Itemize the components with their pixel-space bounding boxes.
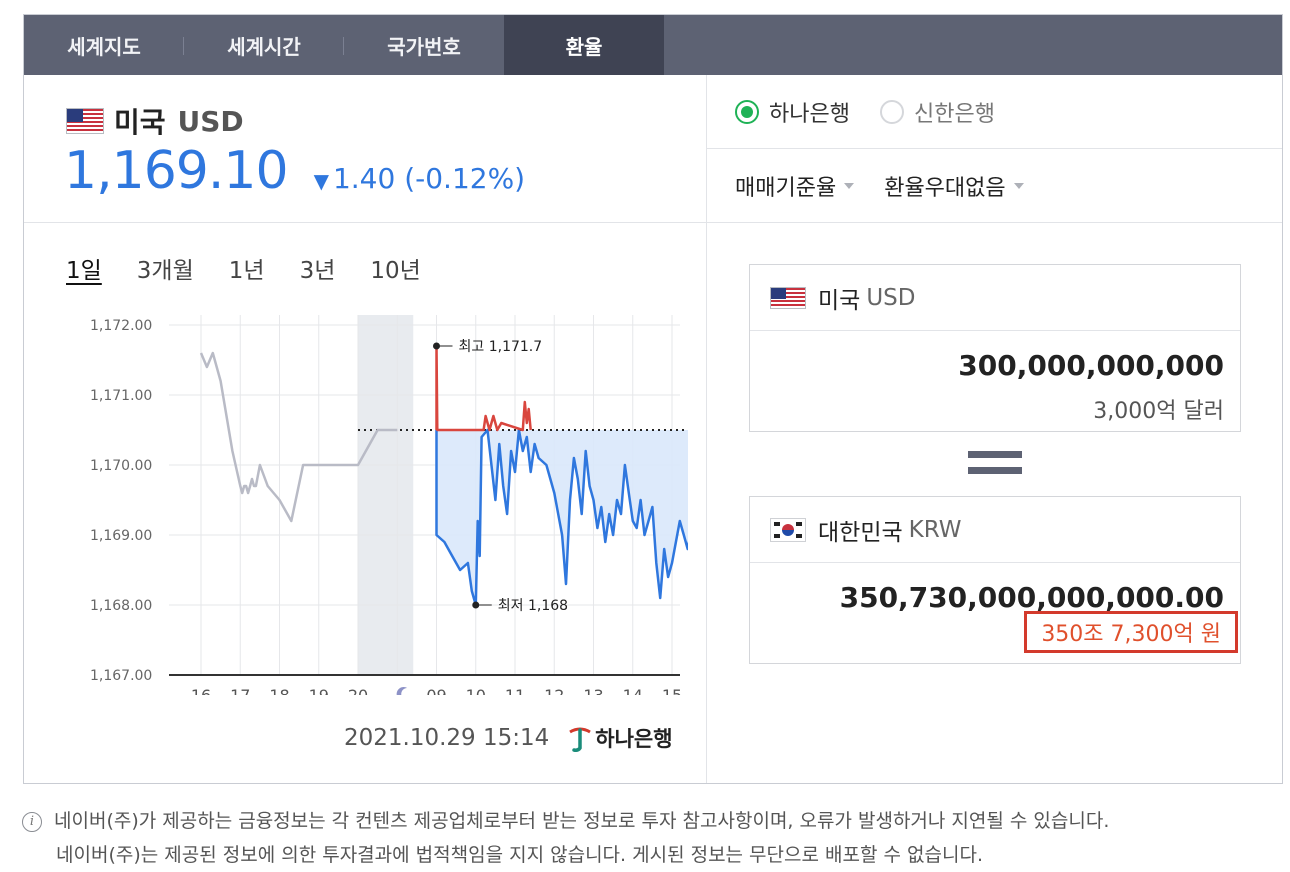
disclaimer: i 네이버(주)가 제공하는 금융정보는 각 컨텐츠 제공업체로부터 받는 정보로… bbox=[22, 804, 1282, 872]
y-tick-label: 1,167.00 bbox=[90, 668, 152, 684]
disclaimer-line-2: 네이버(주)는 제공된 정보에 의한 투자결과에 법적책임을 지지 않습니다. … bbox=[56, 844, 983, 866]
currency-title: 미국 USD bbox=[66, 101, 244, 141]
period-10y[interactable]: 10년 bbox=[370, 258, 421, 284]
chevron-down-icon bbox=[1013, 182, 1024, 189]
to-amount: 350,730,000,000,000.00 bbox=[839, 581, 1224, 614]
x-tick-label: 10 bbox=[466, 686, 486, 695]
to-currency-select[interactable]: 대한민국 KRW bbox=[750, 497, 1240, 563]
tab-exchange-rate[interactable]: 환율 bbox=[504, 15, 664, 75]
chart-timestamp: 2021.10.29 15:14 bbox=[344, 725, 550, 751]
x-tick-label: 18 bbox=[269, 686, 289, 695]
radio-label: 하나은행 bbox=[769, 101, 850, 127]
to-country: 대한민국 bbox=[818, 519, 903, 546]
x-tick-label: 20 bbox=[348, 686, 368, 695]
rate-type-dropdown[interactable]: 매매기준율 bbox=[735, 170, 855, 202]
currency-code: USD bbox=[177, 104, 244, 138]
low-label: 최저 1,168 bbox=[498, 598, 568, 614]
preferential-rate-dropdown[interactable]: 환율우대없음 bbox=[884, 170, 1024, 202]
y-tick-label: 1,168.00 bbox=[90, 598, 152, 614]
to-currency-box[interactable]: 대한민국 KRW 350,730,000,000,000.00 350조 7,3… bbox=[749, 496, 1241, 664]
x-tick-label: 16 bbox=[191, 686, 211, 695]
info-icon: i bbox=[22, 811, 42, 832]
radio-unchecked-icon bbox=[879, 99, 904, 124]
x-tick-label: 14 bbox=[623, 686, 643, 695]
period-3m[interactable]: 3개월 bbox=[136, 258, 194, 284]
high-label: 최고 1,171.7 bbox=[459, 339, 543, 355]
y-tick-label: 1,170.00 bbox=[90, 458, 152, 474]
radio-checked-icon bbox=[735, 99, 759, 124]
tab-label: 세계시간 bbox=[227, 34, 301, 59]
disclaimer-text: 네이버(주)가 제공하는 금융정보는 각 컨텐츠 제공업체로부터 받는 정보로 … bbox=[54, 810, 1110, 832]
moon-icon bbox=[396, 687, 408, 695]
dropdown-label: 매매기준율 bbox=[735, 175, 837, 201]
x-tick-label: 09 bbox=[426, 686, 446, 695]
from-amount-words: 3,000억 달러 bbox=[1093, 399, 1224, 424]
to-amount-words: 350조 7,300억 원 bbox=[1024, 611, 1238, 653]
tab-world-map[interactable]: 세계지도 bbox=[24, 15, 184, 75]
us-flag-icon bbox=[770, 286, 806, 309]
period-1d[interactable]: 1일 bbox=[66, 258, 102, 284]
rate-change-value: 1.40 (-0.12%) bbox=[332, 162, 526, 195]
tab-label: 세계지도 bbox=[67, 34, 141, 59]
today-area-fill bbox=[436, 430, 688, 605]
x-tick-label: 15 bbox=[662, 686, 682, 695]
bank-logo-text: 하나은행 bbox=[595, 727, 673, 751]
disclaimer-line-1: i 네이버(주)가 제공하는 금융정보는 각 컨텐츠 제공업체로부터 받는 정보로… bbox=[22, 804, 1282, 838]
chart-footer: 2021.10.29 15:14 하나은행 bbox=[344, 723, 673, 753]
rate-change: ▼ 1.40 (-0.12%) bbox=[314, 162, 526, 195]
period-tabs: 1일 3개월 1년 3년 10년 bbox=[66, 251, 456, 285]
x-tick-label: 17 bbox=[230, 686, 250, 695]
chevron-down-icon bbox=[844, 182, 855, 189]
kr-flag-icon bbox=[770, 517, 806, 542]
period-3y[interactable]: 3년 bbox=[299, 258, 336, 284]
y-tick-label: 1,171.00 bbox=[90, 388, 152, 404]
country-name: 미국 bbox=[114, 106, 166, 139]
dropdown-label: 환율우대없음 bbox=[884, 175, 1006, 201]
current-rate: 1,169.10 bbox=[64, 141, 289, 201]
rate-chart[interactable]: 1,172.00 1,171.00 1,170.00 1,169.00 1,168.00… bbox=[48, 295, 688, 695]
from-currency-select[interactable]: 미국 USD bbox=[750, 265, 1240, 331]
hana-bank-logo-icon bbox=[569, 727, 592, 752]
from-currency-box[interactable]: 미국 USD 300,000,000,000 3,000억 달러 bbox=[749, 264, 1241, 432]
radio-hana[interactable]: 하나은행 bbox=[735, 96, 850, 128]
x-tick-label: 12 bbox=[544, 686, 564, 695]
x-tick-label: 19 bbox=[309, 686, 329, 695]
rate-header: 미국 USD 1,169.10 ▼ 1.40 (-0.12%) bbox=[24, 75, 706, 223]
bank-logo: 하나은행 bbox=[567, 723, 673, 753]
top-tabs: 세계지도 세계시간 국가번호 환율 bbox=[24, 15, 1282, 75]
period-1y[interactable]: 1년 bbox=[228, 258, 265, 284]
previous-day-line bbox=[199, 351, 398, 523]
y-tick-label: 1,172.00 bbox=[90, 318, 152, 334]
tab-country-code[interactable]: 국가번호 bbox=[344, 15, 504, 75]
bank-selector: 하나은행 신한은행 bbox=[707, 75, 1282, 149]
radio-label: 신한은행 bbox=[913, 101, 995, 127]
y-tick-label: 1,169.00 bbox=[90, 528, 152, 544]
x-tick-label: 13 bbox=[583, 686, 603, 695]
tab-label: 환율 bbox=[565, 34, 603, 59]
from-country: 미국 bbox=[818, 287, 861, 314]
night-band bbox=[358, 315, 414, 675]
exchange-rate-widget: 세계지도 세계시간 국가번호 환율 미국 USD 1,169.10 ▼ 1.40 … bbox=[23, 14, 1283, 784]
converter-panel: 하나은행 신한은행 매매기준율 환율우대없음 미국 USD 300 bbox=[706, 75, 1282, 783]
tab-label: 국가번호 bbox=[387, 34, 461, 59]
down-triangle-icon: ▼ bbox=[313, 169, 329, 193]
from-amount-input[interactable]: 300,000,000,000 bbox=[958, 349, 1224, 382]
today-line bbox=[435, 428, 688, 607]
above-reference-line bbox=[435, 344, 532, 432]
tab-world-time[interactable]: 세계시간 bbox=[184, 15, 344, 75]
rate-options: 매매기준율 환율우대없음 bbox=[707, 149, 1282, 223]
radio-shinhan[interactable]: 신한은행 bbox=[879, 96, 995, 128]
rate-line: 1,169.10 ▼ 1.40 (-0.12%) bbox=[64, 141, 525, 201]
x-tick-label: 11 bbox=[505, 686, 525, 695]
from-code: USD bbox=[866, 284, 916, 311]
us-flag-icon bbox=[66, 108, 104, 134]
to-code: KRW bbox=[908, 516, 962, 543]
equals-icon bbox=[968, 451, 1022, 483]
